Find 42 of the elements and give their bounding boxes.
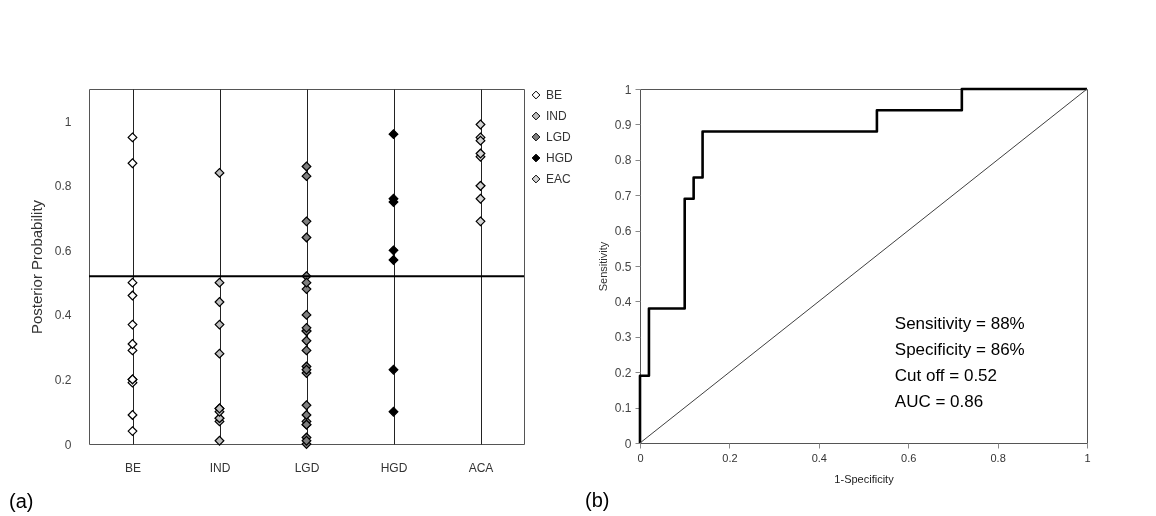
- x-tick-label: 1: [1084, 451, 1091, 464]
- x-tick-label: 0.8: [990, 451, 1006, 464]
- y-tick-label: 0.2: [54, 372, 72, 387]
- y-tick-label: 0.9: [614, 117, 632, 132]
- x-tick-label: BE: [124, 460, 142, 475]
- y-tick-label: 1: [64, 114, 72, 129]
- y-tick-label: 0.8: [54, 179, 72, 194]
- annotation: Sensitivity = 88%: [894, 314, 1025, 334]
- text: (b): [585, 489, 610, 511]
- x-axis-title: 1-Specificity: [834, 472, 895, 485]
- y-tick-label: 0.7: [614, 188, 632, 203]
- y-tick-label: 0.1: [614, 401, 632, 416]
- x-tick-label: HGD: [380, 460, 408, 475]
- y-tick-label: 0.6: [54, 243, 72, 258]
- y-tick-label: 0: [624, 436, 632, 451]
- x-tick-label: ACA: [468, 460, 494, 475]
- y-tick-label: 0.6: [614, 224, 632, 239]
- x-tick-label: 0: [637, 451, 644, 464]
- y-axis-title: Posterior Probability: [27, 199, 45, 335]
- annotation: AUC = 0.86: [894, 392, 984, 412]
- y-tick-label: 0.4: [614, 294, 632, 309]
- legend-label: BE: [546, 88, 563, 102]
- y-tick-label: 0.5: [614, 259, 632, 274]
- y-tick-label: 0.8: [614, 153, 632, 168]
- y-axis-title: Sensitivity: [596, 241, 609, 292]
- y-tick-label: 0: [64, 437, 72, 452]
- legend-label: LGD: [546, 130, 572, 144]
- legend-label: HGD: [546, 151, 573, 165]
- annotation: Cut off = 0.52: [894, 366, 998, 386]
- text: (a): [9, 490, 34, 512]
- y-tick-label: 1: [624, 82, 632, 97]
- x-tick-label: 0.6: [901, 451, 917, 464]
- y-tick-label: 0.4: [54, 308, 72, 323]
- x-tick-label: LGD: [294, 460, 320, 475]
- legend-label: IND: [546, 109, 567, 123]
- y-tick-label: 0.3: [614, 330, 632, 345]
- x-tick-label: 0.2: [722, 451, 738, 464]
- x-tick-label: IND: [209, 460, 231, 475]
- legend-label: EAC: [546, 172, 572, 186]
- annotation: Specificity = 86%: [894, 340, 1025, 360]
- x-tick-label: 0.4: [811, 451, 827, 464]
- y-tick-label: 0.2: [614, 365, 632, 380]
